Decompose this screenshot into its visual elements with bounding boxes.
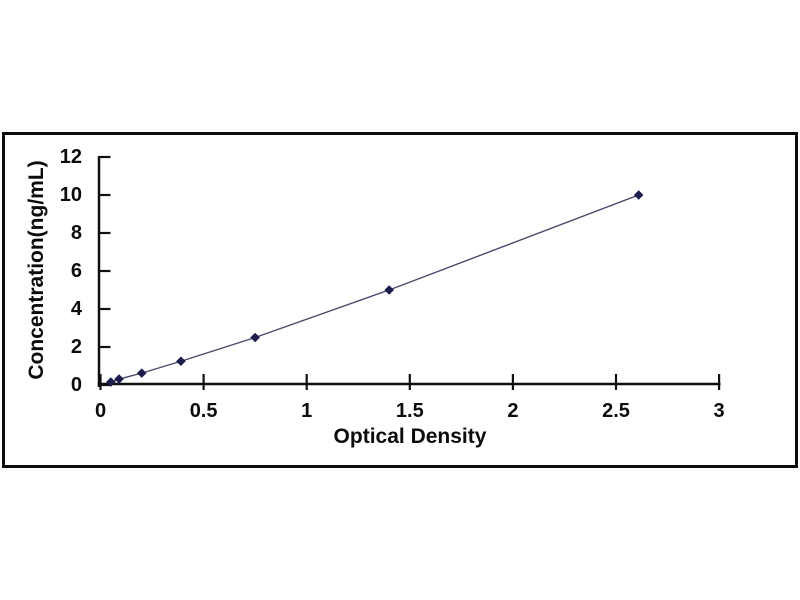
y-tick-label: 2 [70,336,82,358]
data-point-marker [176,356,186,367]
standard-curve-line [110,194,639,383]
data-point-marker [114,374,124,384]
data-point-marker [106,377,116,387]
y-axis-title: Concentration(ng/mL) [25,160,48,380]
x-tick-label: 3 [713,400,725,422]
x-tick-label: 2 [507,400,519,422]
x-axis-title: Optical Density [333,425,487,448]
y-tick-label: 0 [70,374,82,396]
x-tick-label: 0 [94,400,107,422]
y-tick-label: 8 [70,222,82,244]
y-tick-label: 6 [70,260,82,282]
y-tick-label: 12 [59,146,82,168]
x-tick-label: 0.5 [189,400,218,422]
data-point-marker [384,285,394,295]
data-point-marker [136,368,147,378]
data-point-marker [633,190,644,200]
y-tick-label: 4 [70,298,82,320]
y-tick-label: 10 [59,184,82,206]
x-tick-label: 1 [301,400,313,422]
x-tick-label: 2.5 [602,400,630,422]
x-tick-label: 1.5 [395,400,424,422]
data-point-marker [250,332,260,343]
chart-frame [2,132,798,468]
